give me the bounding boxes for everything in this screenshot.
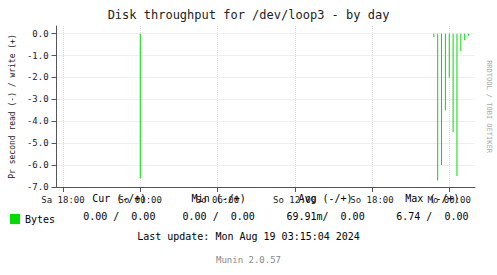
svg-text:So 18:00: So 18:00 [350, 195, 393, 205]
svg-text:-1.0: -1.0 [27, 51, 49, 61]
svg-text:So 00:00: So 00:00 [119, 195, 162, 205]
svg-text:-3.0: -3.0 [27, 94, 49, 104]
svg-text:Munin 2.0.57: Munin 2.0.57 [216, 255, 281, 265]
svg-text:Pr second read (-) / write (+): Pr second read (-) / write (+) [8, 34, 17, 179]
svg-text:-6.0: -6.0 [27, 160, 49, 170]
svg-text:Avg (-/+): Avg (-/+) [298, 192, 353, 204]
svg-text:0.00 / 0.00: 0.00 / 0.00 [83, 211, 155, 222]
svg-text:6.74 / 0.00: 6.74 / 0.00 [396, 211, 468, 222]
svg-text:Bytes: Bytes [25, 214, 55, 225]
svg-text:Sa 18:00: Sa 18:00 [41, 195, 84, 205]
svg-text:-4.0: -4.0 [27, 116, 49, 126]
svg-text:0.0: 0.0 [32, 29, 48, 39]
svg-text:Last update: Mon Aug 19 03:15:: Last update: Mon Aug 19 03:15:04 2024 [137, 231, 360, 242]
svg-text:Disk throughput for /dev/loop3: Disk throughput for /dev/loop3 - by day [108, 8, 390, 22]
svg-text:-5.0: -5.0 [27, 138, 49, 148]
svg-text:Mo 00:00: Mo 00:00 [428, 195, 471, 205]
svg-text:So 06:00: So 06:00 [196, 195, 239, 205]
svg-text:So 12:00: So 12:00 [273, 195, 316, 205]
svg-text:69.91m/ 0.00: 69.91m/ 0.00 [286, 211, 364, 222]
svg-text:RRDTOOL / TOBI OETIKER: RRDTOOL / TOBI OETIKER [485, 60, 493, 154]
svg-text:-2.0: -2.0 [27, 72, 49, 82]
svg-text:0.00 / 0.00: 0.00 / 0.00 [183, 211, 255, 222]
svg-text:Min (-/+): Min (-/+) [192, 193, 246, 204]
svg-text:-7.0: -7.0 [27, 182, 49, 192]
